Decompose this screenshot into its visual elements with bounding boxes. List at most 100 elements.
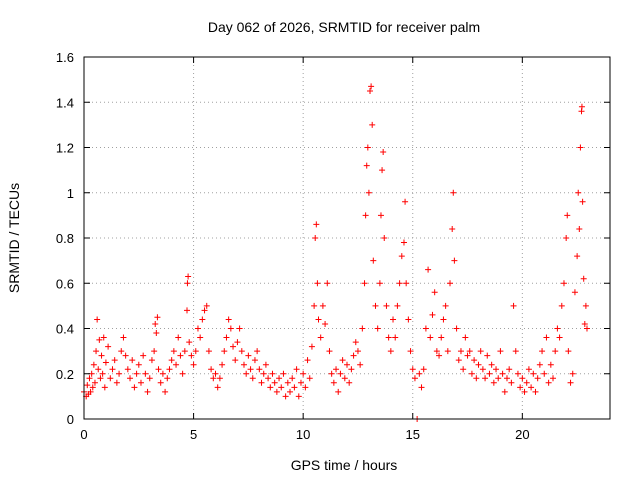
data-point <box>315 316 322 323</box>
data-point <box>181 348 188 355</box>
data-point <box>436 352 443 359</box>
data-point <box>433 348 440 355</box>
data-point <box>188 352 195 359</box>
data-point <box>105 343 112 350</box>
x-tick-label: 5 <box>190 427 197 442</box>
data-point <box>232 357 239 364</box>
data-point <box>510 302 517 309</box>
data-point <box>528 384 535 391</box>
data-point <box>506 366 513 373</box>
data-point <box>295 393 302 400</box>
data-point <box>578 103 585 110</box>
data-point <box>569 370 576 377</box>
data-point <box>216 375 223 382</box>
data-point <box>385 334 392 341</box>
data-point <box>571 289 578 296</box>
data-point <box>468 370 475 377</box>
data-point <box>225 316 232 323</box>
data-point <box>369 121 376 128</box>
data-point <box>184 280 191 287</box>
data-point <box>447 280 454 287</box>
data-point <box>514 370 521 377</box>
data-point <box>453 325 460 332</box>
data-point <box>558 302 565 309</box>
data-point <box>380 149 387 156</box>
data-point <box>499 370 506 377</box>
data-point <box>580 275 587 282</box>
data-point <box>230 343 237 350</box>
data-point <box>420 366 427 373</box>
data-point <box>576 225 583 232</box>
data-point <box>306 375 313 382</box>
data-point <box>273 388 280 395</box>
data-point <box>381 235 388 241</box>
data-point <box>284 379 291 386</box>
data-point <box>539 348 546 355</box>
data-point <box>173 361 180 368</box>
data-point <box>197 334 204 341</box>
data-point <box>219 361 226 368</box>
data-point <box>151 348 158 355</box>
data-point <box>247 366 254 373</box>
data-point <box>372 302 379 309</box>
data-point <box>293 366 300 373</box>
data-point <box>312 235 319 241</box>
data-point <box>442 302 449 309</box>
data-point <box>519 375 526 382</box>
data-point <box>308 343 315 350</box>
data-point <box>438 334 445 341</box>
data-point <box>314 280 321 287</box>
data-point <box>317 334 324 341</box>
data-point <box>422 325 429 332</box>
y-tick-label: 1 <box>67 186 74 201</box>
data-point <box>289 375 296 382</box>
data-point <box>541 370 548 377</box>
data-point <box>330 379 337 386</box>
data-point <box>154 314 161 321</box>
data-point <box>210 375 217 382</box>
data-point <box>431 289 438 296</box>
x-tick-label: 10 <box>296 427 310 442</box>
data-point <box>304 357 311 364</box>
data-point <box>157 379 164 386</box>
data-point <box>536 361 543 368</box>
data-point <box>140 352 147 359</box>
data-point <box>94 316 101 323</box>
data-point <box>251 357 258 364</box>
data-point <box>552 348 559 355</box>
data-point <box>493 366 500 373</box>
data-point <box>164 375 171 382</box>
data-point <box>135 361 142 368</box>
data-point <box>411 375 418 382</box>
data-point <box>297 379 304 386</box>
data-point <box>563 235 570 241</box>
data-point <box>99 370 106 377</box>
data-point <box>341 375 348 382</box>
data-point <box>460 366 467 373</box>
data-point <box>184 307 191 314</box>
data-point <box>148 357 155 364</box>
data-point <box>503 375 510 382</box>
data-point <box>96 336 103 343</box>
data-point <box>287 388 294 395</box>
data-point <box>429 311 436 318</box>
data-point <box>199 316 206 323</box>
data-point <box>223 334 230 341</box>
data-point <box>276 375 283 382</box>
data-point <box>98 352 105 359</box>
data-point <box>127 375 134 382</box>
data-point <box>245 352 252 359</box>
data-point <box>201 307 208 314</box>
data-point <box>326 348 333 355</box>
data-point <box>159 370 166 377</box>
data-point <box>367 87 374 94</box>
data-point <box>256 366 263 373</box>
data-point <box>352 339 359 346</box>
data-point <box>554 325 561 332</box>
data-point <box>402 198 409 205</box>
data-point <box>118 348 125 355</box>
data-point <box>260 370 267 377</box>
data-point <box>450 189 457 196</box>
data-point <box>512 348 519 355</box>
